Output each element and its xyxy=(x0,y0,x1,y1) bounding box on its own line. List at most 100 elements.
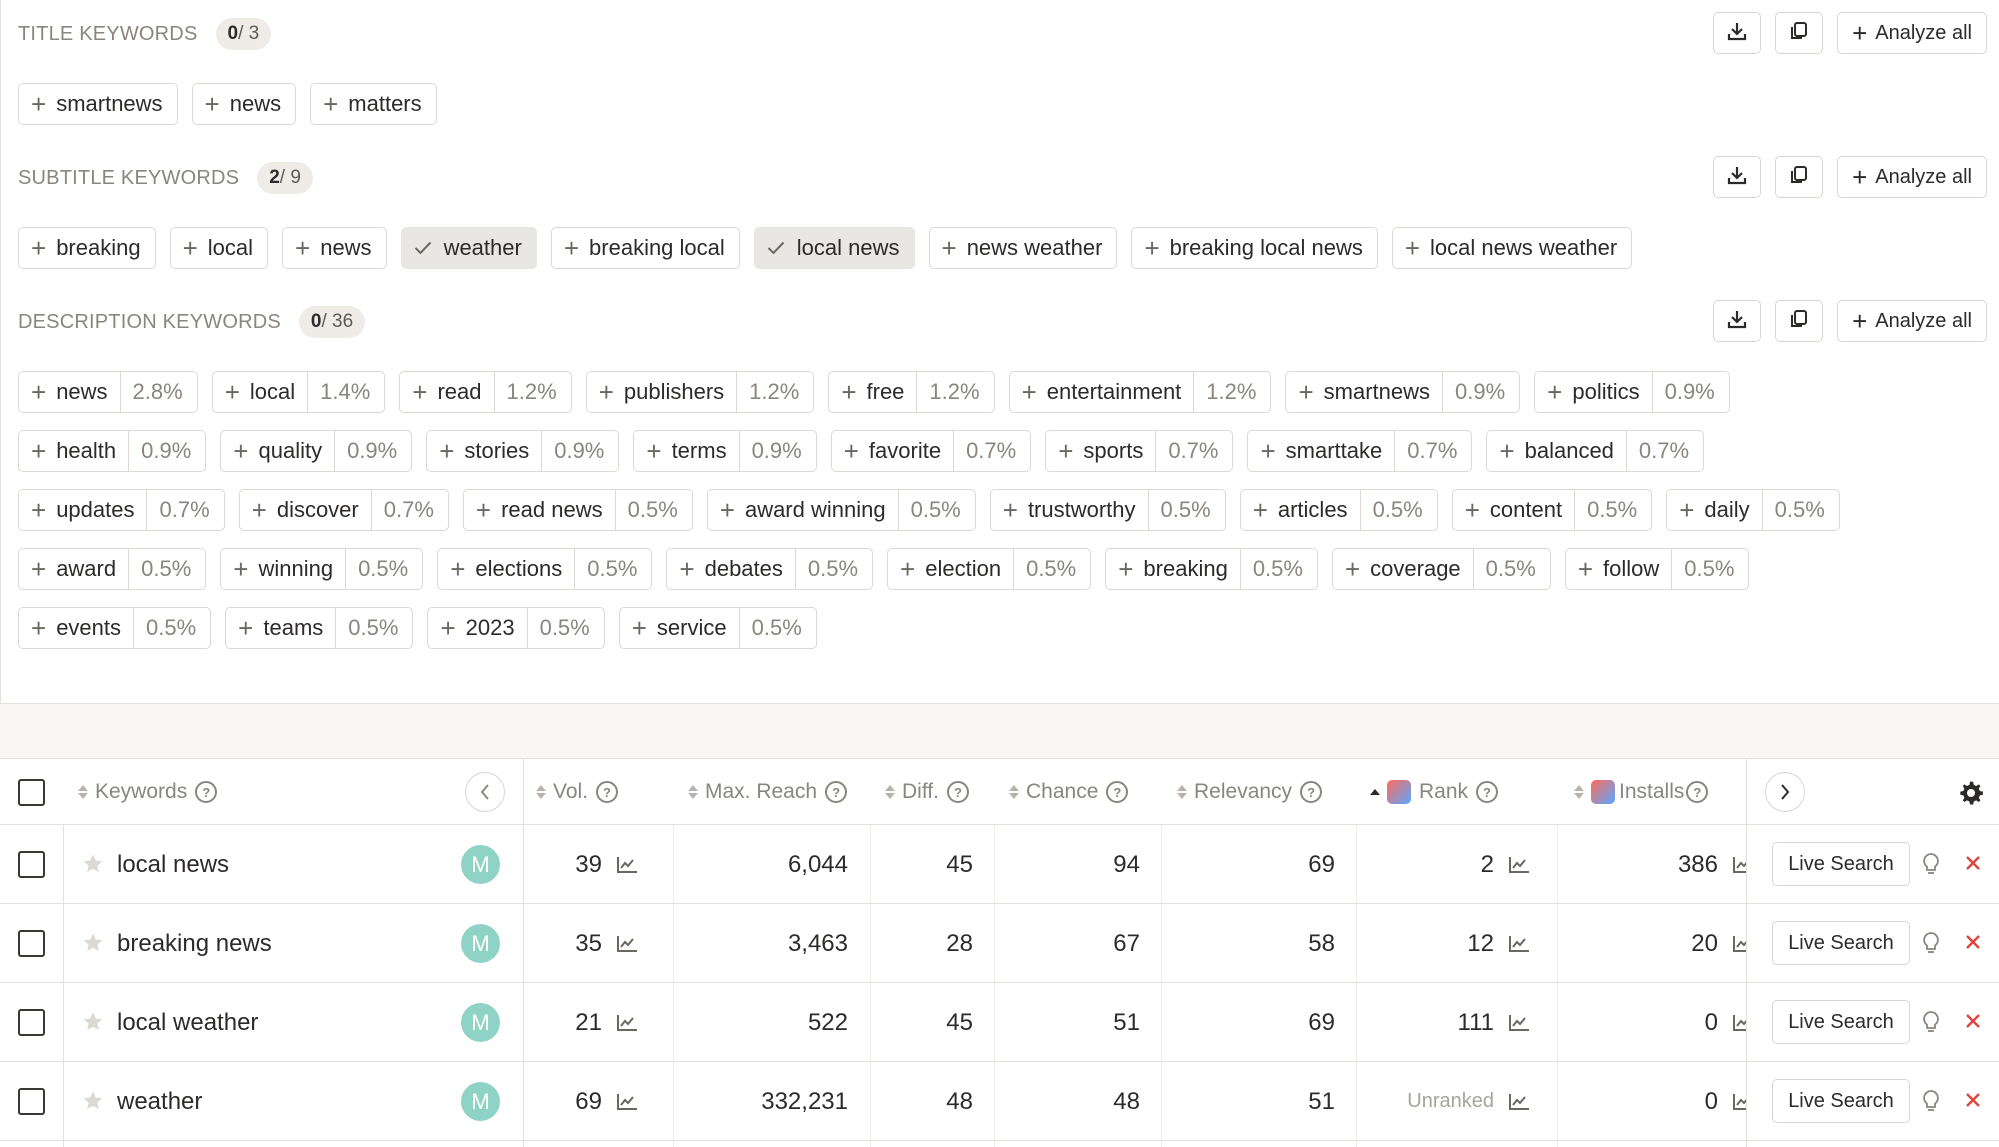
star-icon[interactable] xyxy=(82,932,104,959)
delete-icon[interactable] xyxy=(1964,1091,1982,1114)
live-search-button[interactable]: Live Search xyxy=(1772,921,1910,965)
keyword-chip[interactable]: + local news weather xyxy=(1391,227,1633,269)
lightbulb-icon[interactable] xyxy=(1922,1010,1940,1039)
delete-icon[interactable] xyxy=(1964,854,1982,877)
keyword-chip[interactable]: + news xyxy=(191,83,297,125)
keyword-chip[interactable]: + stories 0.9% xyxy=(426,430,620,472)
header-keywords[interactable]: Keywords? xyxy=(78,759,218,825)
keyword-chip[interactable]: + election 0.5% xyxy=(887,548,1092,590)
download-button[interactable] xyxy=(1713,156,1762,198)
row-checkbox[interactable] xyxy=(18,930,45,957)
lightbulb-icon[interactable] xyxy=(1922,1089,1940,1118)
chart-icon[interactable] xyxy=(1732,935,1746,953)
header-diff[interactable]: Diff.? xyxy=(885,759,969,825)
chart-icon[interactable] xyxy=(1508,1093,1530,1111)
keyword-chip[interactable]: + elections 0.5% xyxy=(437,548,653,590)
keyword-chip-selected[interactable]: local news xyxy=(753,227,915,269)
keyword-chip[interactable]: + local 1.4% xyxy=(211,371,386,413)
keyword-chip[interactable]: + quality 0.9% xyxy=(220,430,413,472)
keyword-chip[interactable]: + debates 0.5% xyxy=(666,548,874,590)
keyword-chip[interactable]: + breaking local news xyxy=(1131,227,1378,269)
analyze-all-button[interactable]: + Analyze all xyxy=(1837,300,1987,342)
lightbulb-icon[interactable] xyxy=(1922,931,1940,960)
chart-icon[interactable] xyxy=(616,1014,638,1032)
chart-icon[interactable] xyxy=(1732,1093,1746,1111)
scroll-right-button[interactable] xyxy=(1765,772,1805,812)
table-row[interactable]: weather M 69 332,231 48 48 51 Unranked 0 Live Sea… xyxy=(0,1062,1999,1141)
keyword-chip[interactable]: + winning 0.5% xyxy=(220,548,424,590)
copy-button[interactable] xyxy=(1775,12,1824,54)
keyword-chip[interactable]: + read news 0.5% xyxy=(462,489,693,531)
keyword-text[interactable]: weather xyxy=(117,1087,203,1115)
keyword-chip[interactable]: + content 0.5% xyxy=(1451,489,1653,531)
keyword-chip[interactable]: + trustworthy 0.5% xyxy=(989,489,1226,531)
copy-button[interactable] xyxy=(1775,300,1824,342)
star-icon[interactable] xyxy=(82,1011,104,1038)
live-search-button[interactable]: Live Search xyxy=(1772,1079,1910,1123)
keyword-chip[interactable]: + read 1.2% xyxy=(399,371,572,413)
keyword-chip[interactable]: + smartnews xyxy=(18,83,178,125)
keyword-chip[interactable]: + favorite 0.7% xyxy=(830,430,1032,472)
keyword-chip[interactable]: + award winning 0.5% xyxy=(706,489,976,531)
chart-icon[interactable] xyxy=(616,935,638,953)
chart-icon[interactable] xyxy=(616,856,638,874)
keyword-chip[interactable]: + breaking local xyxy=(550,227,740,269)
copy-button[interactable] xyxy=(1775,156,1824,198)
keyword-chip[interactable]: + teams 0.5% xyxy=(225,607,414,649)
keyword-chip[interactable]: + matters xyxy=(310,83,437,125)
header-chance[interactable]: Chance? xyxy=(1009,759,1129,825)
scroll-left-button[interactable] xyxy=(465,772,505,812)
delete-icon[interactable] xyxy=(1964,933,1982,956)
keyword-chip[interactable]: + award 0.5% xyxy=(18,548,207,590)
keyword-chip[interactable]: + smartnews 0.9% xyxy=(1285,371,1521,413)
keyword-chip[interactable]: + breaking 0.5% xyxy=(1105,548,1318,590)
keyword-chip[interactable]: + daily 0.5% xyxy=(1666,489,1840,531)
header-vol[interactable]: Vol.? xyxy=(536,759,619,825)
keyword-chip[interactable]: + entertainment 1.2% xyxy=(1008,371,1272,413)
select-all-checkbox[interactable] xyxy=(18,779,45,806)
keyword-chip[interactable]: + discover 0.7% xyxy=(238,489,449,531)
keyword-chip[interactable]: + smarttake 0.7% xyxy=(1247,430,1473,472)
keyword-chip[interactable]: + publishers 1.2% xyxy=(585,371,815,413)
keyword-text[interactable]: local news xyxy=(117,850,230,878)
row-checkbox[interactable] xyxy=(18,1009,45,1036)
chart-icon[interactable] xyxy=(1508,1014,1530,1032)
delete-icon[interactable] xyxy=(1964,1012,1982,1035)
header-max-reach[interactable]: Max. Reach? xyxy=(688,759,848,825)
keyword-chip[interactable]: + events 0.5% xyxy=(18,607,212,649)
lightbulb-icon[interactable] xyxy=(1922,852,1940,881)
download-button[interactable] xyxy=(1713,300,1762,342)
keyword-chip[interactable]: +2023 0.5% xyxy=(427,607,605,649)
table-row[interactable]: local news M 39 6,044 45 94 69 2 386 Live Search xyxy=(0,825,1999,904)
analyze-all-button[interactable]: + Analyze all xyxy=(1837,156,1987,198)
keyword-text[interactable]: local weather xyxy=(117,1008,259,1036)
table-row[interactable]: breaking news M 35 3,463 28 67 58 12 20 Live Sear… xyxy=(0,904,1999,983)
analyze-all-button[interactable]: + Analyze all xyxy=(1837,12,1987,54)
chart-icon[interactable] xyxy=(1732,1014,1746,1032)
keyword-chip[interactable]: + follow 0.5% xyxy=(1564,548,1750,590)
chart-icon[interactable] xyxy=(616,1093,638,1111)
header-rank[interactable]: Rank? xyxy=(1370,759,1499,825)
keyword-chip[interactable]: + health 0.9% xyxy=(18,430,207,472)
settings-gear-icon[interactable] xyxy=(1958,780,1984,811)
star-icon[interactable] xyxy=(82,853,104,880)
keyword-chip[interactable]: + news xyxy=(282,227,387,269)
chart-icon[interactable] xyxy=(1732,856,1746,874)
table-row[interactable]: local weather M 21 522 45 51 69 111 0 Live Search xyxy=(0,983,1999,1062)
header-installs[interactable]: Installs? xyxy=(1574,759,1709,825)
row-checkbox[interactable] xyxy=(18,851,45,878)
live-search-button[interactable]: Live Search xyxy=(1772,1000,1910,1044)
keyword-chip[interactable]: + updates 0.7% xyxy=(18,489,225,531)
keyword-chip-selected[interactable]: weather xyxy=(400,227,537,269)
keyword-chip[interactable]: + terms 0.9% xyxy=(633,430,817,472)
keyword-chip[interactable]: + breaking xyxy=(18,227,156,269)
keyword-chip[interactable]: + news weather xyxy=(928,227,1118,269)
keyword-chip[interactable]: + politics 0.9% xyxy=(1534,371,1730,413)
keyword-chip[interactable]: + service 0.5% xyxy=(618,607,817,649)
keyword-text[interactable]: breaking news xyxy=(117,929,272,957)
keyword-chip[interactable]: + sports 0.7% xyxy=(1045,430,1234,472)
star-icon[interactable] xyxy=(82,1090,104,1117)
chart-icon[interactable] xyxy=(1508,935,1530,953)
keyword-chip[interactable]: + articles 0.5% xyxy=(1239,489,1438,531)
download-button[interactable] xyxy=(1713,12,1762,54)
